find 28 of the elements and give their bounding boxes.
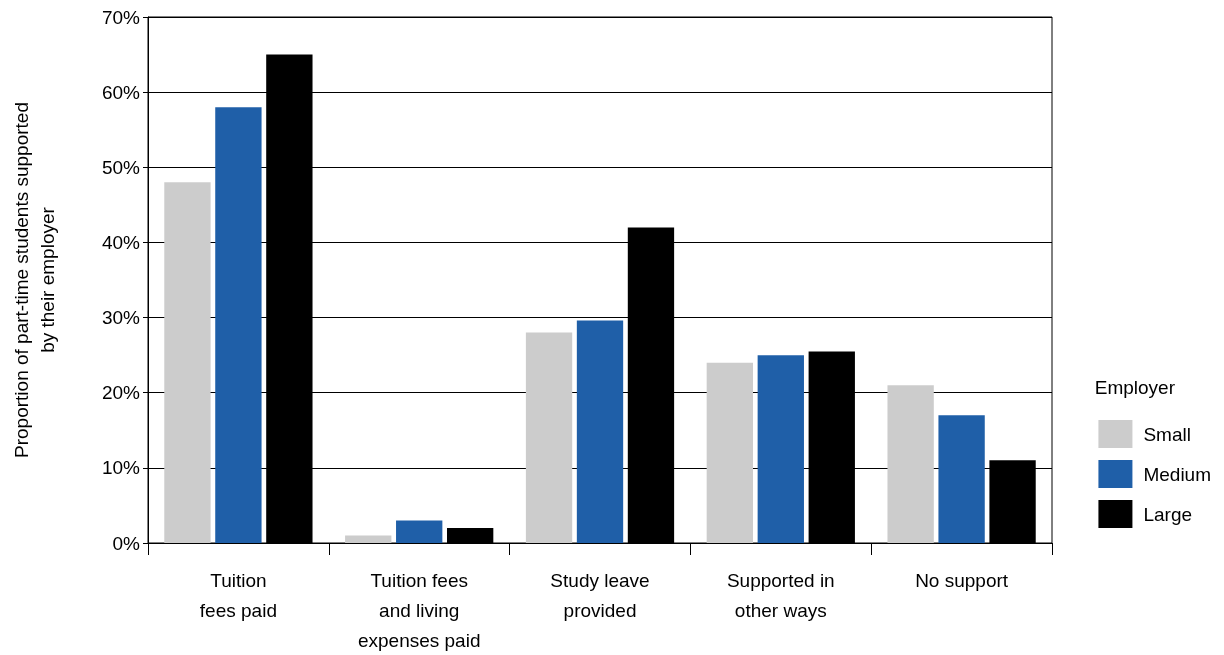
x-tick-label: Supported in other ways [726, 569, 835, 621]
bar [525, 332, 573, 543]
legend-label: Medium [1143, 463, 1211, 485]
y-tick-label: 30% [101, 307, 141, 329]
bar [706, 362, 753, 543]
legend-label: Small [1143, 423, 1191, 445]
bar [396, 520, 443, 543]
x-tick-label: Tuition fees paid [199, 569, 277, 621]
bar [576, 320, 624, 543]
y-axis-title: Proportion of part-time students supported by their employer [10, 102, 58, 458]
y-tick-label: 60% [101, 81, 141, 103]
x-tick-label: Study leave provided [550, 569, 650, 621]
x-tick-label: Tuition fees and living expenses paid [357, 569, 481, 651]
bar [887, 385, 934, 543]
legend-title: Employer [1094, 377, 1176, 398]
x-tick-label: No support [915, 569, 1009, 591]
y-tick-label: 50% [101, 156, 141, 178]
bar [164, 182, 211, 543]
y-tick-label: 10% [101, 457, 141, 479]
y-tick-label: 20% [101, 382, 141, 404]
bar [215, 107, 262, 543]
y-tick-label: 40% [101, 231, 141, 253]
bar [938, 415, 985, 543]
bar [345, 535, 392, 543]
bar [757, 355, 804, 543]
legend-label: Large [1143, 503, 1193, 525]
y-tick-label: 0% [112, 532, 141, 554]
y-tick-label: 70% [101, 6, 141, 28]
